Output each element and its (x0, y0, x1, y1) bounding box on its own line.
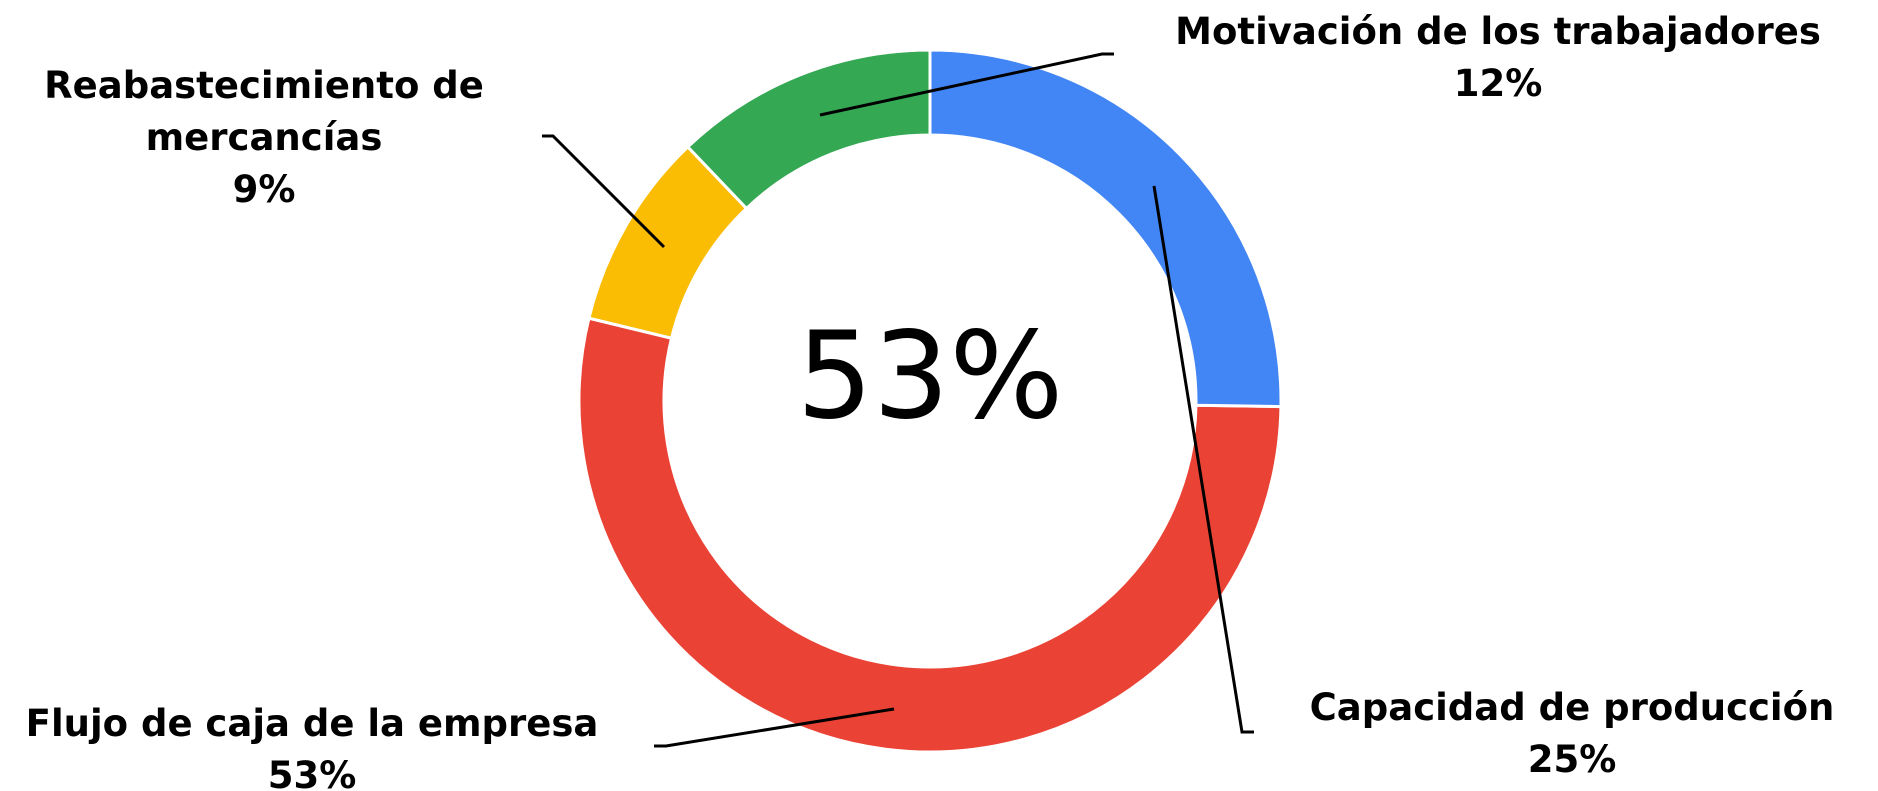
donut-segment (928, 48, 1283, 409)
category-label: Flujo de caja de la empresa (25, 702, 599, 745)
leader-line (542, 134, 666, 249)
data-label: Reabastecimiento de mercancías 9% (12, 60, 517, 216)
center-label: 53% (797, 308, 1064, 447)
donut-segment (577, 316, 1283, 754)
data-label: Motivación de los trabajadores 12% (1175, 6, 1821, 110)
category-label: Motivación de los trabajadores (1175, 10, 1821, 53)
leader-line (1152, 185, 1254, 734)
data-label: Flujo de caja de la empresa 53% (26, 698, 599, 791)
category-label: Capacidad de producción (1309, 686, 1835, 729)
category-label: Reabastecimiento de mercancías (44, 64, 484, 159)
donut-segment (587, 144, 749, 341)
value-label: 9% (232, 168, 296, 211)
data-label: Capacidad de producción 25% (1310, 682, 1835, 786)
value-label: 12% (1453, 62, 1543, 105)
leader-line (819, 52, 1114, 117)
value-label: 53% (267, 754, 357, 791)
leader-line (654, 707, 895, 748)
value-label: 25% (1527, 738, 1617, 781)
